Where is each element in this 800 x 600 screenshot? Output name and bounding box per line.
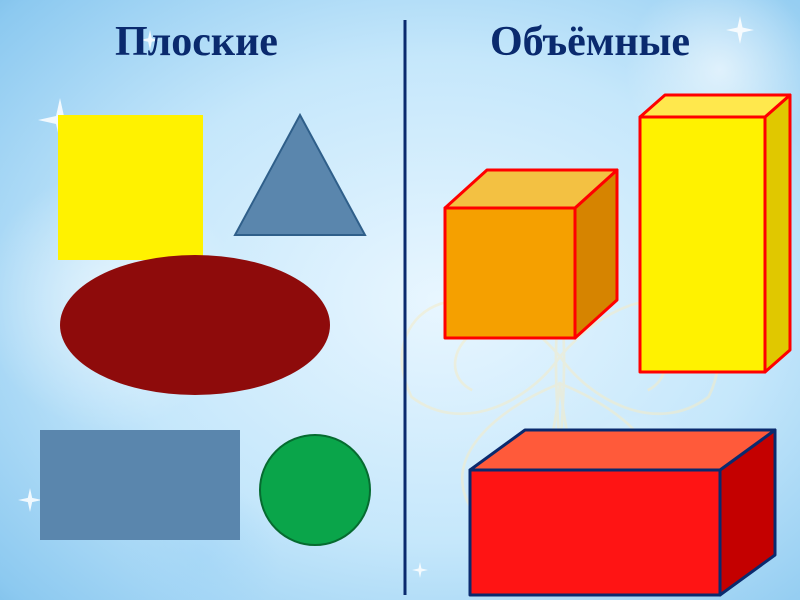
title-flat: Плоские [115,18,278,66]
diagram-canvas: Плоские Объёмные [0,0,800,600]
divider-line [0,0,800,600]
title-solid: Объёмные [490,18,690,66]
